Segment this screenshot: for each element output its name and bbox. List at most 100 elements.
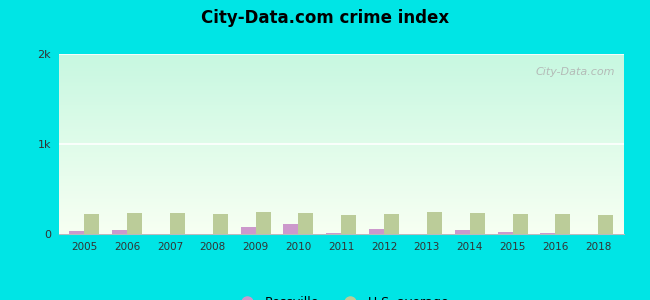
Bar: [58, 195, 624, 196]
Bar: [58, 68, 624, 69]
Bar: [298, 213, 313, 234]
Text: City-Data.com: City-Data.com: [536, 67, 616, 76]
Bar: [427, 212, 442, 234]
Bar: [58, 123, 624, 124]
Bar: [58, 154, 624, 155]
Bar: [58, 186, 624, 187]
Bar: [58, 146, 624, 147]
Bar: [213, 214, 228, 234]
Bar: [58, 90, 624, 91]
Bar: [58, 147, 624, 148]
Bar: [58, 161, 624, 162]
Bar: [58, 116, 624, 117]
Bar: [58, 213, 624, 214]
Bar: [58, 60, 624, 61]
Bar: [58, 85, 624, 86]
Bar: [58, 199, 624, 200]
Bar: [58, 88, 624, 89]
Bar: [58, 141, 624, 142]
Bar: [58, 187, 624, 188]
Bar: [58, 158, 624, 159]
Bar: [58, 168, 624, 169]
Bar: [58, 100, 624, 101]
Bar: [58, 196, 624, 197]
Bar: [58, 82, 624, 83]
Bar: [470, 213, 485, 234]
Bar: [58, 110, 624, 111]
Bar: [58, 76, 624, 77]
Bar: [58, 108, 624, 109]
Bar: [58, 191, 624, 192]
Bar: [58, 143, 624, 144]
Bar: [58, 223, 624, 224]
Bar: [326, 233, 341, 234]
Bar: [58, 113, 624, 114]
Bar: [58, 99, 624, 100]
Bar: [556, 214, 571, 234]
Bar: [58, 96, 624, 97]
Bar: [540, 233, 556, 234]
Bar: [58, 84, 624, 85]
Bar: [58, 59, 624, 60]
Bar: [58, 127, 624, 128]
Text: City-Data.com crime index: City-Data.com crime index: [201, 9, 449, 27]
Bar: [58, 83, 624, 84]
Bar: [58, 95, 624, 96]
Bar: [58, 155, 624, 156]
Bar: [58, 162, 624, 163]
Bar: [58, 159, 624, 160]
Bar: [455, 230, 470, 234]
Bar: [58, 201, 624, 202]
Bar: [58, 164, 624, 165]
Bar: [58, 180, 624, 181]
Bar: [58, 107, 624, 108]
Bar: [598, 215, 614, 234]
Bar: [58, 167, 624, 168]
Bar: [58, 203, 624, 204]
Bar: [58, 74, 624, 75]
Bar: [58, 94, 624, 95]
Bar: [58, 67, 624, 68]
Bar: [58, 111, 624, 112]
Bar: [58, 138, 624, 139]
Bar: [58, 170, 624, 171]
Bar: [58, 171, 624, 172]
Bar: [58, 98, 624, 99]
Bar: [84, 214, 99, 234]
Bar: [283, 224, 298, 234]
Bar: [58, 89, 624, 90]
Bar: [58, 125, 624, 126]
Bar: [58, 81, 624, 82]
Bar: [58, 212, 624, 213]
Bar: [58, 197, 624, 198]
Bar: [58, 139, 624, 140]
Bar: [58, 56, 624, 57]
Bar: [58, 202, 624, 203]
Bar: [127, 213, 142, 234]
Bar: [58, 210, 624, 211]
Bar: [58, 86, 624, 87]
Bar: [58, 228, 624, 229]
Bar: [58, 134, 624, 135]
Bar: [58, 85, 624, 86]
Bar: [69, 231, 84, 234]
Bar: [58, 225, 624, 226]
Bar: [498, 232, 513, 234]
Bar: [58, 224, 624, 225]
Legend: Rossville, U.S. average: Rossville, U.S. average: [229, 291, 453, 300]
Bar: [58, 69, 624, 70]
Bar: [58, 184, 624, 185]
Bar: [58, 200, 624, 201]
Bar: [58, 72, 624, 73]
Bar: [58, 87, 624, 88]
Bar: [58, 166, 624, 167]
Bar: [58, 230, 624, 231]
Bar: [58, 73, 624, 74]
Bar: [58, 126, 624, 127]
Bar: [58, 182, 624, 183]
Bar: [58, 135, 624, 136]
Bar: [58, 79, 624, 80]
Bar: [58, 120, 624, 121]
Bar: [58, 211, 624, 212]
Bar: [58, 109, 624, 110]
